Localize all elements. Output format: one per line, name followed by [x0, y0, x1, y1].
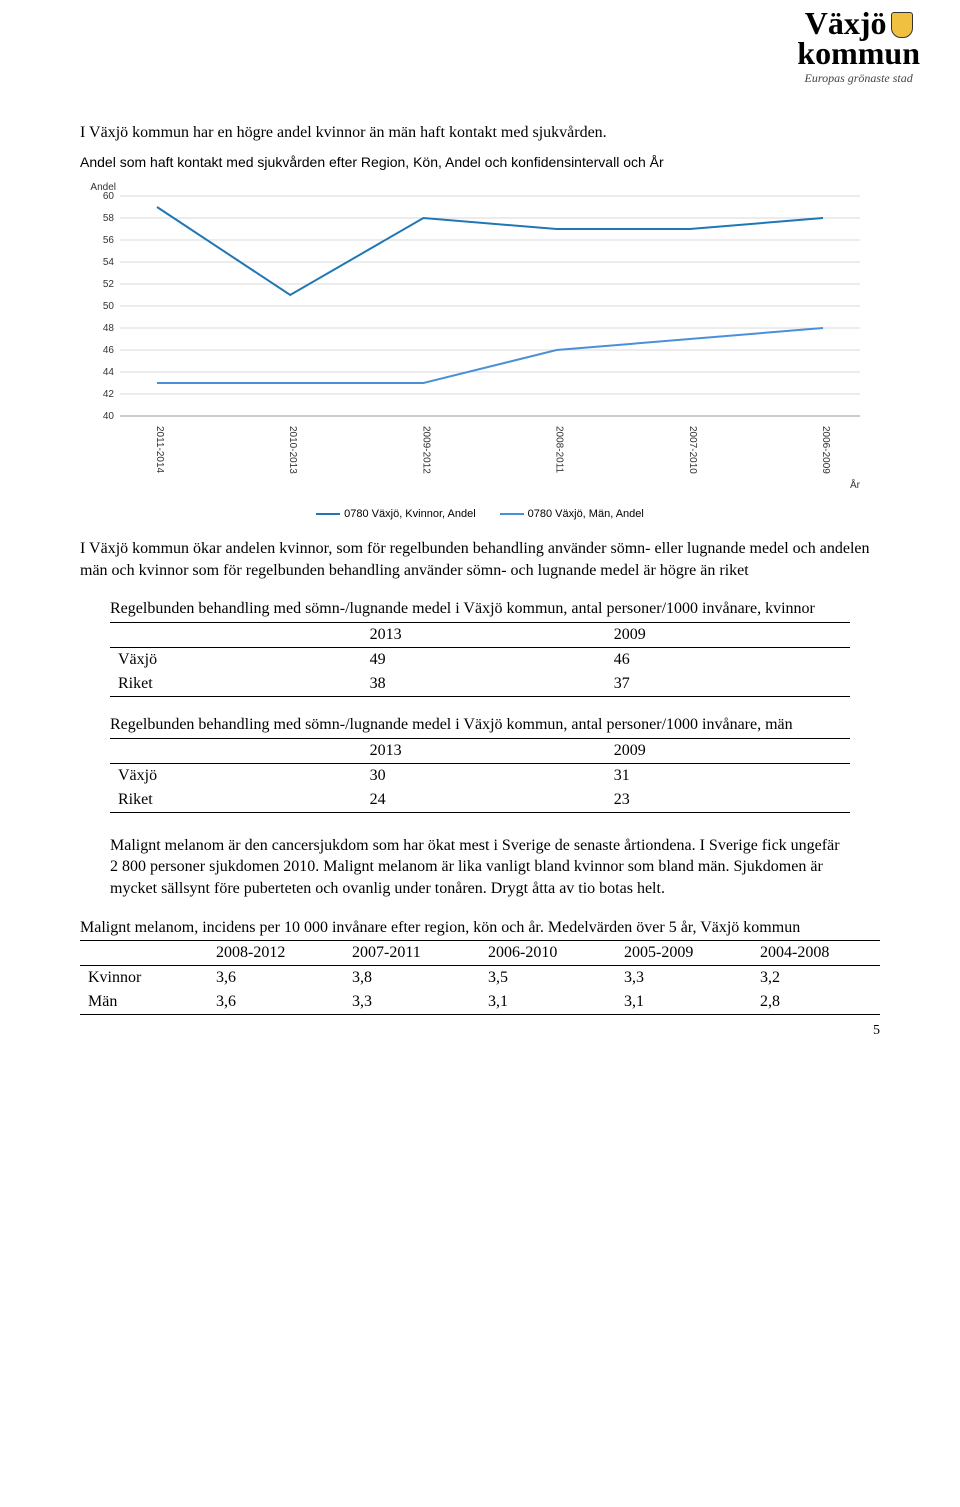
table-cell: Riket — [110, 788, 362, 813]
logo-tagline: Europas grönaste stad — [797, 71, 920, 86]
legend-item: 0780 Växjö, Män, Andel — [500, 508, 644, 520]
legend-item: 0780 Växjö, Kvinnor, Andel — [316, 508, 475, 520]
legend-label: 0780 Växjö, Män, Andel — [528, 508, 644, 520]
table-header-cell: 2013 — [362, 622, 606, 647]
svg-text:År: År — [850, 478, 861, 491]
table-cell: 3,3 — [344, 990, 480, 1015]
page-number: 5 — [873, 1023, 880, 1039]
svg-text:2010-2013: 2010-2013 — [287, 426, 298, 474]
legend-swatch — [316, 513, 340, 515]
svg-text:44: 44 — [103, 367, 115, 378]
svg-text:56: 56 — [103, 235, 115, 246]
chart-legend: 0780 Växjö, Kvinnor, Andel 0780 Växjö, Mä… — [80, 508, 880, 520]
shield-icon — [891, 12, 913, 38]
legend-swatch — [500, 513, 524, 515]
table-cell: 3,6 — [208, 990, 344, 1015]
svg-text:50: 50 — [103, 301, 115, 312]
table-cell: 30 — [362, 763, 606, 788]
table-header-cell: 2009 — [606, 738, 850, 763]
svg-text:54: 54 — [103, 257, 115, 268]
table-header-cell: 2006-2010 — [480, 941, 616, 966]
chart-container: Andel som haft kontakt med sjukvården ef… — [80, 154, 880, 520]
svg-text:46: 46 — [103, 345, 115, 356]
table-header-cell: 2008-2012 — [208, 941, 344, 966]
paragraph-2: I Växjö kommun ökar andelen kvinnor, som… — [80, 538, 880, 581]
table-cell: 49 — [362, 647, 606, 672]
table-melanom: 2008-20122007-20112006-20102005-20092004… — [80, 940, 880, 1015]
svg-text:60: 60 — [103, 191, 115, 202]
table-cell: 3,1 — [616, 990, 752, 1015]
table-cell: 2,8 — [752, 990, 880, 1015]
table-man: 20132009 Växjö3031 Riket2423 — [110, 738, 850, 813]
line-chart: Andel40424446485052545658602011-20142010… — [80, 176, 880, 496]
chart-title: Andel som haft kontakt med sjukvården ef… — [80, 154, 880, 170]
table-header-cell — [80, 941, 208, 966]
table-header-cell — [110, 738, 362, 763]
svg-text:52: 52 — [103, 279, 115, 290]
table-melanom-title: Malignt melanom, incidens per 10 000 inv… — [80, 918, 880, 939]
table-cell: Växjö — [110, 647, 362, 672]
table-cell: 38 — [362, 672, 606, 697]
table-cell: Män — [80, 990, 208, 1015]
table-cell: 31 — [606, 763, 850, 788]
table-header-cell: 2013 — [362, 738, 606, 763]
legend-label: 0780 Växjö, Kvinnor, Andel — [344, 508, 475, 520]
table-kvinnor-title: Regelbunden behandling med sömn-/lugnand… — [110, 599, 850, 620]
table-cell: 3,1 — [480, 990, 616, 1015]
svg-text:2006-2009: 2006-2009 — [820, 426, 831, 474]
table-cell: 3,3 — [616, 966, 752, 991]
svg-text:2009-2012: 2009-2012 — [420, 426, 431, 474]
table-header-cell — [110, 622, 362, 647]
table-man-title: Regelbunden behandling med sömn-/lugnand… — [110, 715, 850, 736]
table-cell: 3,8 — [344, 966, 480, 991]
table-header-cell: 2007-2011 — [344, 941, 480, 966]
logo-line2: kommun — [797, 38, 920, 68]
table-cell: Växjö — [110, 763, 362, 788]
paragraph-melanom: Malignt melanom är den cancersjukdom som… — [110, 835, 850, 900]
table-cell: 24 — [362, 788, 606, 813]
svg-text:42: 42 — [103, 389, 115, 400]
table-header-cell: 2009 — [606, 622, 850, 647]
table-cell: 3,2 — [752, 966, 880, 991]
table-cell: 23 — [606, 788, 850, 813]
svg-text:48: 48 — [103, 323, 115, 334]
table-cell: 3,6 — [208, 966, 344, 991]
logo: Växjö kommun Europas grönaste stad — [797, 8, 920, 86]
svg-text:58: 58 — [103, 213, 115, 224]
intro-text: I Växjö kommun har en högre andel kvinno… — [80, 124, 880, 142]
svg-text:2007-2010: 2007-2010 — [687, 426, 698, 474]
svg-text:40: 40 — [103, 411, 115, 422]
table-cell: 37 — [606, 672, 850, 697]
table-cell: 46 — [606, 647, 850, 672]
table-cell: 3,5 — [480, 966, 616, 991]
table-cell: Kvinnor — [80, 966, 208, 991]
svg-text:2011-2014: 2011-2014 — [154, 426, 165, 474]
table-kvinnor: 20132009 Växjö4946 Riket3837 — [110, 622, 850, 697]
table-cell: Riket — [110, 672, 362, 697]
table-header-cell: 2004-2008 — [752, 941, 880, 966]
svg-text:2008-2011: 2008-2011 — [554, 426, 565, 474]
table-header-cell: 2005-2009 — [616, 941, 752, 966]
